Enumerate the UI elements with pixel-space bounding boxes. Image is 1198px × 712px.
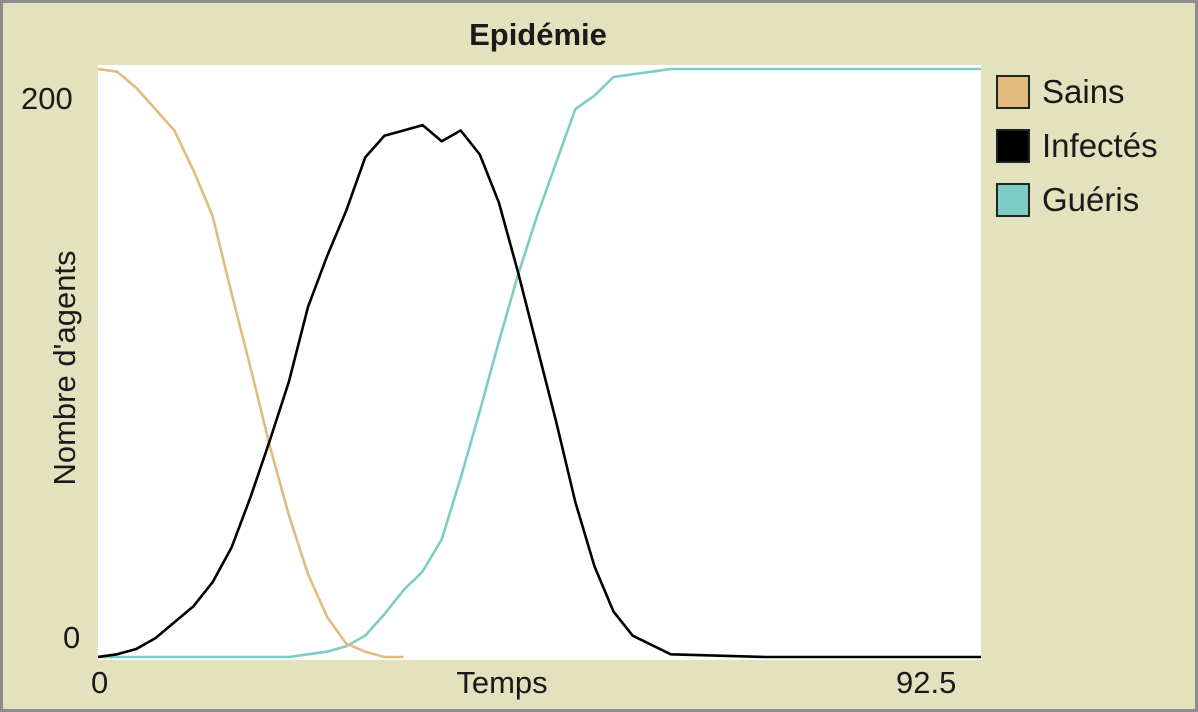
plot-area [98,65,981,660]
y-axis-label: Nombre d'agents [47,250,82,486]
series-line-sains [98,67,404,659]
legend-swatch-infectes [996,129,1030,163]
x-axis-label: Temps [456,665,548,700]
legend-label-gueris: Guéris [1042,181,1140,218]
x-tick-0: 0 [91,665,109,700]
legend: Sains Infectés Guéris [996,65,1158,227]
legend-swatch-sains [996,75,1030,109]
legend-item-gueris: Guéris [996,173,1158,227]
series-line-guéris [98,67,981,659]
series-line-infectés [98,123,981,659]
chart-title: Epidémie [469,17,607,52]
y-tick-0: 0 [63,620,81,655]
legend-item-infectes: Infectés [996,119,1158,173]
chart-canvas [98,67,981,659]
legend-label-infectes: Infectés [1042,127,1158,164]
legend-swatch-gueris [996,183,1030,217]
legend-label-sains: Sains [1042,73,1125,110]
legend-item-sains: Sains [996,65,1158,119]
x-tick-max: 92.5 [896,665,957,700]
y-tick-200: 200 [21,81,73,116]
